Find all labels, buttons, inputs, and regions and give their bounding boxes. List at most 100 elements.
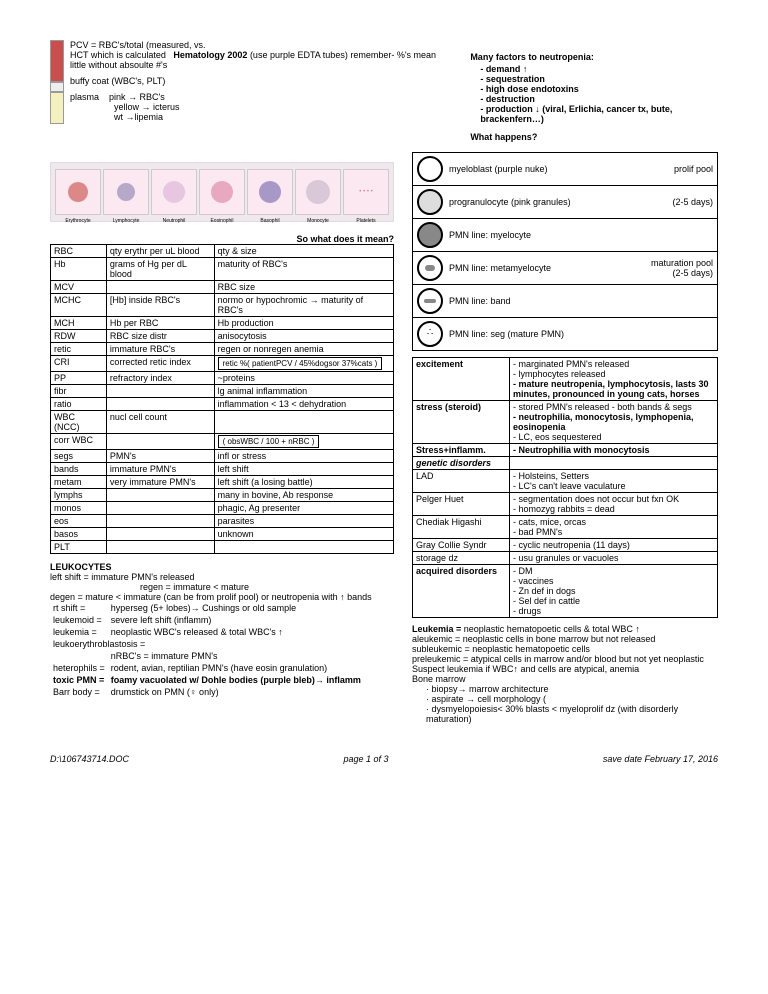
bm-item: · biopsy→ marrow architecture (412, 684, 718, 694)
table-cell: phagic, Ag presenter (214, 502, 393, 515)
table-row: storage dz- usu granules or vacuoles (413, 552, 718, 565)
table-cell: unknown (214, 528, 393, 541)
table-row: fibrlg animal inflammation (51, 385, 394, 398)
table-cell: lymphs (51, 489, 107, 502)
table-row: Stress+inflamm.- Neutrophilia with monoc… (413, 444, 718, 457)
leukemia-line: Suspect leukemia if WBC↑ and cells are a… (412, 664, 718, 674)
table-cell (106, 489, 214, 502)
term: leukoerythroblastosis = (50, 638, 364, 650)
term: leukemoid = (50, 614, 108, 626)
myeloblast-icon (417, 156, 443, 182)
table-cell: anisocytosis (214, 330, 393, 343)
cond-name: Gray Collie Syndr (413, 539, 510, 552)
def: neoplastic WBC's released & total WBC's … (108, 626, 364, 638)
dev-label: PMN line: band (449, 296, 713, 306)
table-row: MCVRBC size (51, 281, 394, 294)
cell-label: Monocyte (296, 218, 340, 224)
table-cell: qty erythr per uL blood (106, 245, 214, 258)
list-item: sequestration (480, 74, 718, 84)
table-cell: corrected retic index (106, 356, 214, 372)
cond-name: excitement (413, 358, 510, 401)
table-cell: infl or stress (214, 450, 393, 463)
dev-note: maturation pool (651, 258, 713, 268)
dev-note: (2-5 days) (672, 197, 713, 207)
table-cell: ( obsWBC / 100 + nRBC ) (214, 434, 393, 450)
table-cell: fibr (51, 385, 107, 398)
myelocyte-icon (417, 222, 443, 248)
table-cell: bands (51, 463, 107, 476)
def: drumstick on PMN (♀ only) (108, 686, 364, 698)
table-cell: Hb (51, 258, 107, 281)
table-row: corr WBC( obsWBC / 100 + nRBC ) (51, 434, 394, 450)
leukemia-line: Leukemia = neoplastic hematopoetic cells… (412, 624, 718, 634)
cond-desc: - DM- vaccines- Zn def in dogs- Sel def … (510, 565, 718, 618)
cell-label: Platelets (344, 218, 388, 224)
conditions-table: excitement- marginated PMN's released- l… (412, 357, 718, 618)
list-item: production ↓ (viral, Erlichia, cancer tx… (480, 104, 718, 124)
table-row: PPrefractory index~proteins (51, 372, 394, 385)
table-cell: nucl cell count (106, 411, 214, 434)
term: Barr body = (50, 686, 108, 698)
def: foamy vacuolated w/ Dohle bodies (purple… (108, 674, 364, 686)
leuk-line: regen = immature < mature (50, 582, 394, 592)
left-column: Erythrocyte Lymphocyte Neutrophil Eosino… (50, 152, 394, 724)
right-column: myeloblast (purple nuke) prolif pool pro… (412, 152, 718, 724)
table-cell: PLT (51, 541, 107, 554)
table-row: PLT (51, 541, 394, 554)
pcv-text: PCV = RBC's/total (measured, vs. (70, 40, 450, 50)
table-cell: RBC size distr (106, 330, 214, 343)
cond-desc: - marginated PMN's released- lymphocytes… (510, 358, 718, 401)
list-item: demand ↑ (480, 64, 718, 74)
seg-icon: ∴ (417, 321, 443, 347)
plasma-yellow: yellow → icterus (70, 102, 450, 112)
table-cell: Hb production (214, 317, 393, 330)
table-row: Chediak Higashi- cats, mice, orcas- bad … (413, 516, 718, 539)
table-row: RBCqty erythr per uL bloodqty & size (51, 245, 394, 258)
list-item: high dose endotoxins (480, 84, 718, 94)
progranulocyte-icon (417, 189, 443, 215)
dev-label: PMN line: myelocyte (449, 230, 713, 240)
table-row: lymphsmany in bovine, Ab response (51, 489, 394, 502)
table-row: reticimmature RBC'sregen or nonregen ane… (51, 343, 394, 356)
table-cell: PMN's (106, 450, 214, 463)
leuk-line: degen = mature < immature (can be from p… (50, 592, 394, 602)
band-icon (417, 288, 443, 314)
cond-desc (510, 457, 718, 470)
footer-path: D:\106743714.DOC (50, 754, 129, 764)
cond-name: acquired disorders (413, 565, 510, 618)
bm-item: · aspirate → cell morphology ( (412, 694, 718, 704)
table-row: RDWRBC size distranisocytosis (51, 330, 394, 343)
table-cell: grams of Hg per dL blood (106, 258, 214, 281)
table-cell: retic (51, 343, 107, 356)
blood-cells-image: Erythrocyte Lymphocyte Neutrophil Eosino… (50, 162, 394, 222)
cond-desc: - Holsteins, Setters- LC's can't leave v… (510, 470, 718, 493)
table-cell (106, 515, 214, 528)
table-cell (106, 528, 214, 541)
list-item: destruction (480, 94, 718, 104)
table-cell: RDW (51, 330, 107, 343)
table-row: Gray Collie Syndr- cyclic neutropenia (1… (413, 539, 718, 552)
table-cell: WBC (NCC) (51, 411, 107, 434)
table-cell: metam (51, 476, 107, 489)
footer-page: page 1 of 3 (343, 754, 388, 764)
cond-name: storage dz (413, 552, 510, 565)
table-row: stress (steroid)- stored PMN's released … (413, 401, 718, 444)
dev-note: prolif pool (674, 164, 713, 174)
cond-desc: - usu granules or vacuoles (510, 552, 718, 565)
table-cell: normo or hypochromic → maturity of RBC's (214, 294, 393, 317)
pmn-development-table: myeloblast (purple nuke) prolif pool pro… (412, 152, 718, 351)
table-row: genetic disorders (413, 457, 718, 470)
table-cell: immature PMN's (106, 463, 214, 476)
cond-desc: - Neutrophilia with monocytosis (510, 444, 718, 457)
table-row: acquired disorders- DM- vaccines- Zn def… (413, 565, 718, 618)
table-cell: PP (51, 372, 107, 385)
table-row: MCHC[Hb] inside RBC'snormo or hypochromi… (51, 294, 394, 317)
plasma-pink: pink → RBC's (109, 92, 165, 102)
table-row: monosphagic, Ag presenter (51, 502, 394, 515)
bm-item: · dysmyelopoiesis< 30% blasts < myelopro… (412, 704, 718, 724)
table-cell: inflammation < 13 < dehydration (214, 398, 393, 411)
footer-date: save date February 17, 2016 (603, 754, 718, 764)
table-row: metamvery immature PMN'sleft shift (a lo… (51, 476, 394, 489)
table-cell (106, 502, 214, 515)
cond-name: genetic disorders (413, 457, 510, 470)
